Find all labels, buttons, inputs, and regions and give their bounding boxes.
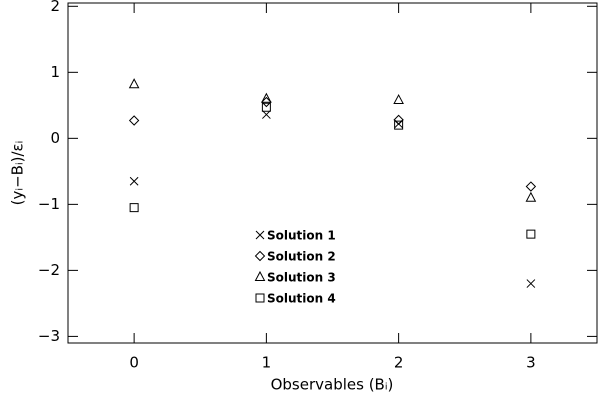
marker	[526, 229, 536, 239]
x-tick-label: 0	[129, 354, 139, 372]
marker	[525, 181, 537, 192]
legend-marker	[255, 230, 265, 240]
x-tick-label: 1	[262, 354, 272, 372]
legend-label: Solution 2	[267, 250, 336, 264]
marker	[128, 115, 140, 126]
marker	[526, 279, 536, 288]
x-tick-label: 2	[394, 354, 404, 372]
marker	[261, 92, 272, 103]
legend-label: Solution 4	[267, 292, 336, 306]
legend-marker	[255, 293, 265, 303]
y-tick-label: 0	[50, 129, 60, 147]
x-axis-label: Observables (Bᵢ)	[271, 376, 394, 394]
marker	[129, 176, 139, 186]
marker	[393, 93, 404, 105]
x-tick-label: 3	[526, 354, 536, 372]
marker	[525, 191, 537, 202]
marker	[261, 102, 271, 112]
y-axis-label: (yᵢ−Bᵢ)/εᵢ	[9, 141, 27, 206]
y-tick-label: −3	[38, 327, 60, 345]
marker	[394, 120, 404, 130]
y-tick-label: 2	[50, 0, 60, 15]
marker	[129, 203, 139, 213]
legend-label: Solution 3	[267, 271, 336, 285]
marker	[393, 114, 404, 126]
legend-marker	[254, 250, 266, 262]
marker	[128, 78, 140, 89]
y-tick-label: 1	[50, 63, 60, 81]
marker	[261, 96, 272, 108]
y-tick-label: −1	[38, 195, 60, 213]
plot-frame	[67, 2, 598, 344]
legend-label: Solution 1	[267, 229, 336, 243]
marker	[262, 110, 271, 119]
legend-marker	[254, 270, 266, 281]
y-tick-label: −2	[38, 261, 60, 279]
